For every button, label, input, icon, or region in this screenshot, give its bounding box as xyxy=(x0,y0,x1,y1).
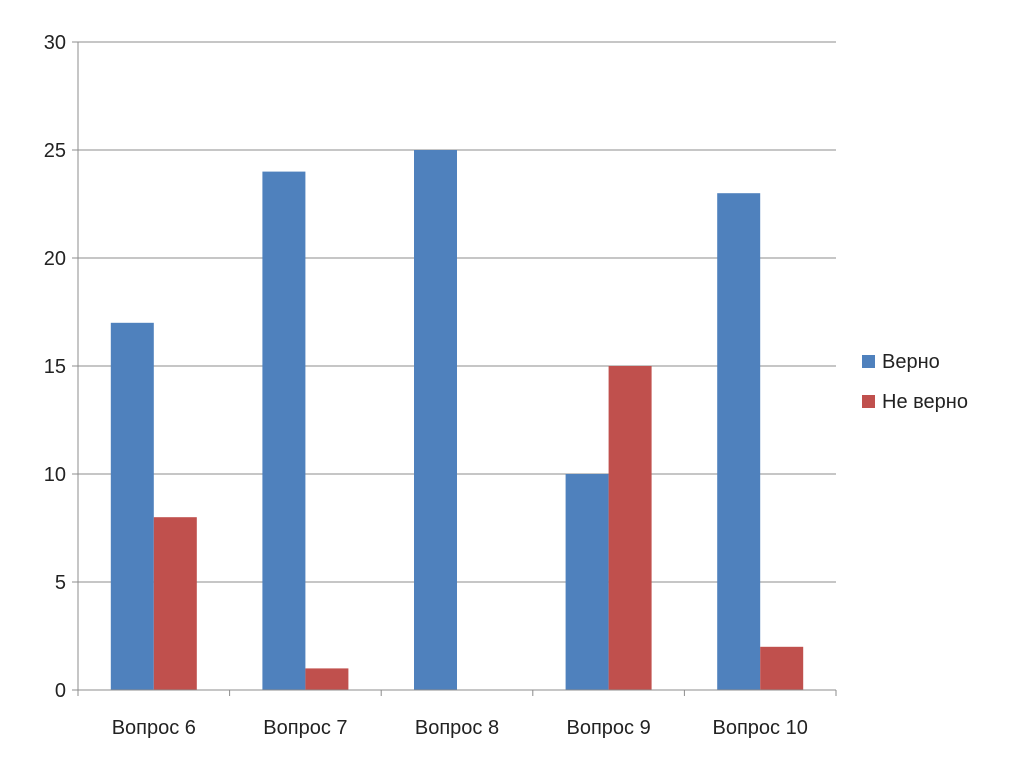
bar-ne-verno xyxy=(608,366,652,690)
x-tick-label: Вопрос 10 xyxy=(713,717,808,739)
x-tick-label: Вопрос 6 xyxy=(112,717,196,739)
y-tick-label: 30 xyxy=(44,32,66,54)
bar-ne-verno xyxy=(760,646,804,690)
bar-verno xyxy=(414,150,457,690)
axes: 0 5 10 15 20 25 30 Вопрос 6 Вопрос 7 Вопрос 8 Вопр… xyxy=(44,32,837,739)
y-tick-label: 15 xyxy=(44,356,66,378)
bar-verno xyxy=(262,171,306,691)
bar-verno xyxy=(565,474,609,690)
y-tick-label: 0 xyxy=(55,680,66,702)
bar-ne-verno xyxy=(305,668,349,690)
bar-ne-verno xyxy=(153,517,197,690)
legend-swatch xyxy=(862,355,875,368)
x-tick-label: Вопрос 7 xyxy=(263,717,347,739)
x-tick-label: Вопрос 8 xyxy=(415,717,499,739)
y-tick-label: 20 xyxy=(44,248,66,270)
legend-swatch xyxy=(862,395,875,408)
legend-label: Не верно xyxy=(882,391,968,413)
x-tick-label: Вопрос 9 xyxy=(566,717,650,739)
bar-verno xyxy=(110,322,154,690)
y-tick-label: 10 xyxy=(44,464,66,486)
legend-label: Верно xyxy=(882,351,940,373)
y-tick-label: 5 xyxy=(55,572,66,594)
legend: Верно Не верно xyxy=(862,351,968,413)
y-tick-label: 25 xyxy=(44,140,66,162)
bar-verno xyxy=(717,193,761,690)
bars xyxy=(110,150,804,691)
